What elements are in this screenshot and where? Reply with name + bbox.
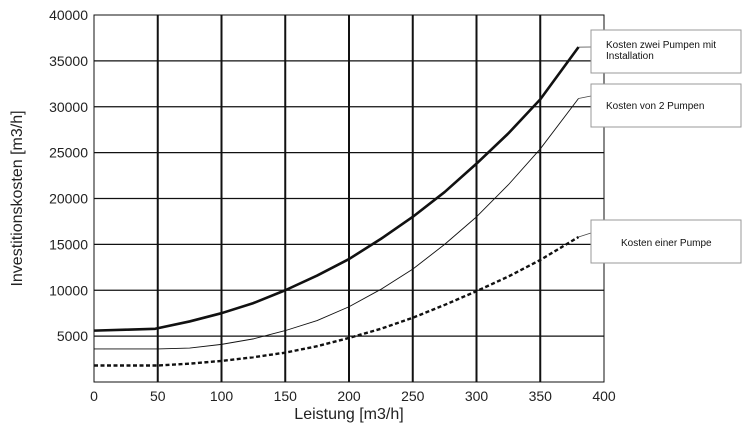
legend-label: Kosten von 2 Pumpen: [606, 101, 704, 112]
x-tick-label: 50: [150, 388, 166, 404]
x-tick-label: 400: [592, 388, 616, 404]
legend-box: [590, 219, 742, 264]
series-line-2: [94, 98, 579, 350]
y-tick-label: 35000: [49, 53, 88, 69]
x-tick-label: 350: [529, 388, 553, 404]
series-group: [93, 46, 580, 367]
y-tick-label: 40000: [49, 7, 88, 23]
legend-label: Installation: [606, 51, 654, 62]
x-tick-label: 0: [90, 388, 98, 404]
legend-label: Kosten zwei Pumpen mit: [606, 40, 716, 51]
x-axis-label: Leistung [m3/h]: [294, 406, 403, 423]
x-axis-ticks: 0 50 100 150 200 250 300 350 400: [90, 388, 616, 404]
y-tick-label: 10000: [49, 282, 88, 298]
legend-label: Kosten einer Pumpe: [621, 238, 712, 249]
legend-box: [590, 83, 742, 128]
series-line-3: [94, 236, 580, 367]
axes: 0 50 100 150 200 250 300 350 400 5000 10000 15000 2…: [9, 7, 616, 423]
x-tick-label: 150: [274, 388, 298, 404]
y-axis-label: Investitionskosten [m3/h]: [9, 110, 26, 286]
y-tick-label: 20000: [49, 191, 88, 207]
series-line-1: [93, 46, 580, 332]
plot-frame: [93, 14, 605, 383]
legend-connector: [578, 232, 592, 238]
grid: [94, 15, 604, 382]
y-axis-ticks: 5000 10000 15000 20000 25000 30000 35000 40000: [49, 7, 88, 344]
x-tick-label: 100: [210, 388, 234, 404]
x-tick-label: 250: [401, 388, 425, 404]
legend-box: [590, 29, 742, 74]
y-tick-label: 15000: [49, 236, 88, 252]
y-tick-label: 30000: [49, 99, 88, 115]
legend-connector: [578, 95, 592, 99]
y-tick-label: 25000: [49, 145, 88, 161]
x-tick-label: 300: [465, 388, 489, 404]
y-tick-label: 5000: [57, 328, 88, 344]
x-tick-label: 200: [337, 388, 361, 404]
